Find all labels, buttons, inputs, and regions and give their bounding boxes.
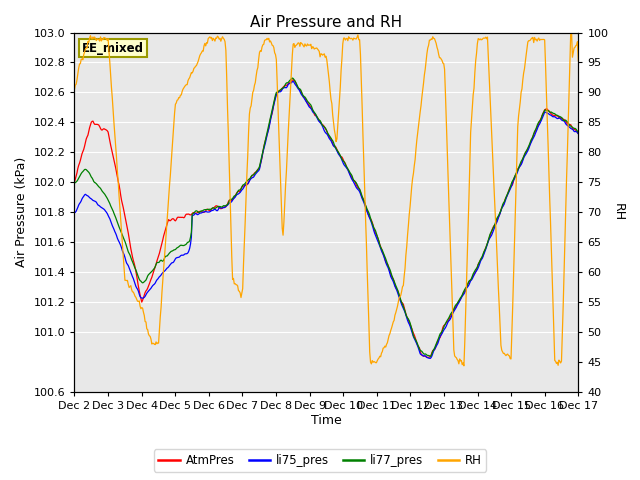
RH [407,193,415,199]
Legend: AtmPres, li75_pres, li77_pres, RH: AtmPres, li75_pres, li77_pres, RH [154,449,486,472]
li75_pres [575,131,582,137]
RH [160,268,168,274]
RH [450,347,458,353]
li75_pres [289,78,297,84]
li77_pres [160,257,168,263]
RH [567,30,575,36]
Line: RH: RH [74,33,579,366]
AtmPres [289,77,297,83]
RH [367,361,375,367]
li75_pres [369,222,376,228]
RH [299,41,307,47]
AtmPres [369,219,376,225]
RH [460,363,468,369]
li77_pres [452,302,460,308]
li75_pres [200,209,208,215]
RH [70,86,78,92]
AtmPres [408,326,415,332]
li75_pres [426,356,434,361]
AtmPres [575,131,582,136]
AtmPres [70,180,78,185]
Line: li77_pres: li77_pres [74,78,579,357]
li77_pres [426,354,434,360]
X-axis label: Time: Time [311,414,342,427]
Y-axis label: Air Pressure (kPa): Air Pressure (kPa) [15,157,28,267]
AtmPres [452,304,460,310]
AtmPres [425,354,433,360]
Text: EE_mixed: EE_mixed [82,42,144,55]
Y-axis label: RH: RH [612,203,625,221]
li77_pres [300,93,307,98]
Title: Air Pressure and RH: Air Pressure and RH [250,15,403,30]
AtmPres [160,233,168,239]
li75_pres [160,269,168,275]
li77_pres [200,207,208,213]
Line: li75_pres: li75_pres [74,81,579,359]
li77_pres [575,130,582,135]
li77_pres [289,75,296,81]
AtmPres [200,209,208,215]
AtmPres [300,94,307,100]
li77_pres [369,220,376,226]
li77_pres [408,326,415,332]
RH [200,43,208,49]
Line: AtmPres: AtmPres [74,80,579,357]
li75_pres [408,328,415,334]
li75_pres [70,210,78,216]
RH [575,58,582,64]
li77_pres [70,180,78,186]
li75_pres [300,94,307,99]
li75_pres [452,306,460,312]
